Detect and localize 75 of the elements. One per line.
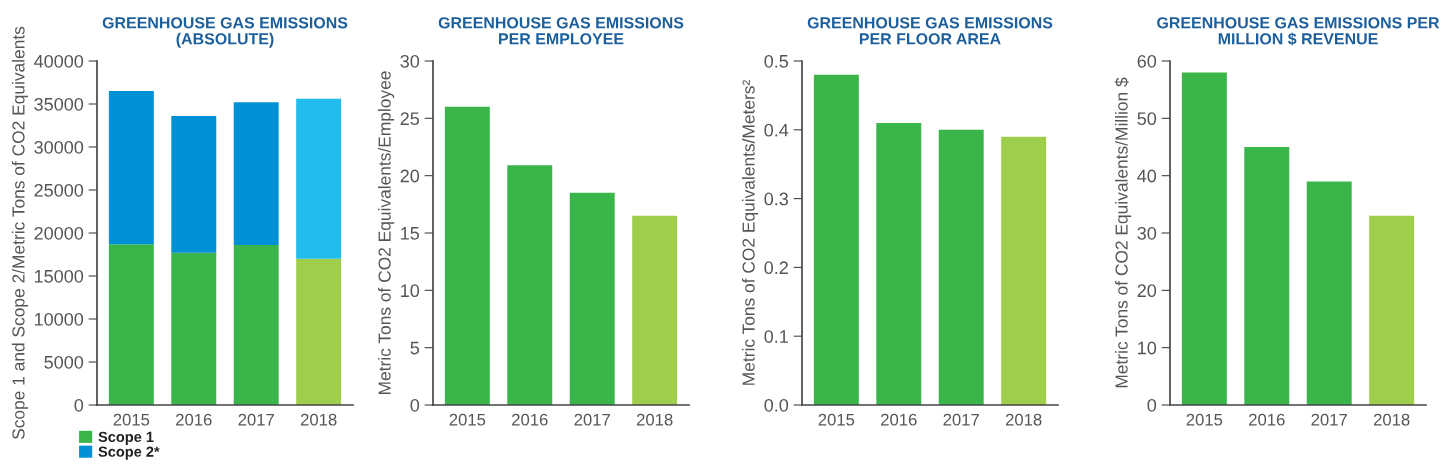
x-tick-label: 2018: [1005, 413, 1042, 426]
y-tick-label: 25: [400, 112, 420, 126]
bar: [233, 245, 279, 405]
bar: [632, 215, 678, 405]
x-tick-label: 2017: [574, 413, 610, 426]
chart-title: GREENHOUSE GAS EMISSIONS PER EMPLOYEE: [438, 17, 684, 45]
x-tick-label: 2015: [449, 413, 486, 426]
y-tick-label: 0: [74, 398, 84, 412]
y-axis-title: Metric Tons of CO2 Equivalents/Employee: [377, 71, 395, 394]
bar: [938, 129, 984, 405]
y-axis-title: Metric Tons of CO2 Equivalents/Million $: [1114, 77, 1132, 388]
bar: [108, 244, 154, 405]
y-tick-label: 30000: [34, 140, 84, 154]
bar: [876, 122, 922, 405]
y-tick-label: 0.2: [764, 261, 788, 275]
y-tick-label: 40: [1137, 169, 1157, 183]
x-tick-label: 2016: [512, 413, 548, 426]
y-tick-label: 0.4: [764, 123, 789, 137]
y-tick-label: 60: [1137, 54, 1157, 68]
bar: [233, 102, 279, 246]
y-tick-label: 15000: [34, 269, 84, 283]
x-tick-label: 2018: [636, 413, 673, 426]
x-tick-label: 2017: [943, 413, 979, 426]
y-tick-label: 20: [400, 169, 420, 183]
bar: [1369, 215, 1415, 405]
y-tick-label: 10: [1138, 341, 1157, 355]
chart-title: GREENHOUSE GAS EMISSIONS PER MILLION $ REVENUE: [1157, 17, 1440, 46]
legend-label: Scope 1: [98, 431, 154, 445]
y-tick-label: 0.3: [764, 192, 789, 206]
y-tick-label: 20: [1137, 284, 1157, 298]
x-tick-label: 2015: [1186, 413, 1223, 426]
x-tick-label: 2015: [113, 413, 150, 426]
y-tick-label: 30: [400, 54, 420, 68]
bar: [1306, 181, 1352, 405]
y-axis-title: Scope 1 and Scope 2/Metric Tons of CO2 Equivalents: [11, 26, 29, 440]
bar: [171, 252, 217, 405]
y-tick-label: 15: [401, 227, 420, 240]
bar: [171, 116, 217, 253]
y-tick-label: 5: [410, 341, 420, 355]
y-tick-label: 20000: [34, 226, 84, 240]
bar: [444, 106, 490, 405]
y-tick-label: 40000: [34, 54, 84, 68]
bar: [1181, 72, 1227, 405]
chart-title: GREENHOUSE GAS EMISSIONS (ABSOLUTE): [102, 17, 348, 48]
y-tick-label: 0: [1147, 398, 1157, 412]
bar: [108, 91, 154, 245]
bar: [296, 258, 342, 405]
y-tick-label: 25000: [34, 183, 84, 197]
bar: [1244, 147, 1290, 405]
x-tick-label: 2016: [1249, 413, 1285, 426]
chart-title: GREENHOUSE GAS EMISSIONS PER FLOOR AREA: [807, 17, 1053, 45]
y-tick-label: 0.1: [764, 330, 788, 343]
x-tick-label: 2018: [1373, 413, 1410, 426]
y-tick-label: 0.5: [764, 54, 789, 68]
bar: [569, 192, 615, 405]
y-tick-label: 0: [410, 398, 420, 412]
y-tick-label: 0.0: [764, 398, 789, 412]
bar: [813, 74, 859, 405]
y-tick-label: 35000: [34, 97, 84, 111]
bar: [296, 98, 342, 259]
x-tick-label: 2016: [881, 413, 917, 426]
y-tick-label: 30: [1137, 226, 1157, 240]
x-tick-label: 2018: [300, 413, 337, 426]
x-tick-label: 2017: [1311, 413, 1347, 426]
bar: [507, 165, 553, 405]
y-tick-label: 5000: [44, 355, 84, 369]
y-tick-label: 50: [1137, 112, 1157, 126]
y-axis-title: Metric Tons of CO2 Equivalents/Meters²: [741, 80, 759, 385]
x-tick-label: 2017: [238, 413, 274, 426]
x-tick-label: 2016: [176, 413, 212, 426]
legend-label: Scope 2*: [98, 446, 160, 460]
y-tick-label: 10: [401, 284, 420, 298]
y-tick-label: 10000: [34, 312, 84, 326]
x-tick-label: 2015: [818, 413, 855, 426]
bar: [1001, 136, 1047, 405]
